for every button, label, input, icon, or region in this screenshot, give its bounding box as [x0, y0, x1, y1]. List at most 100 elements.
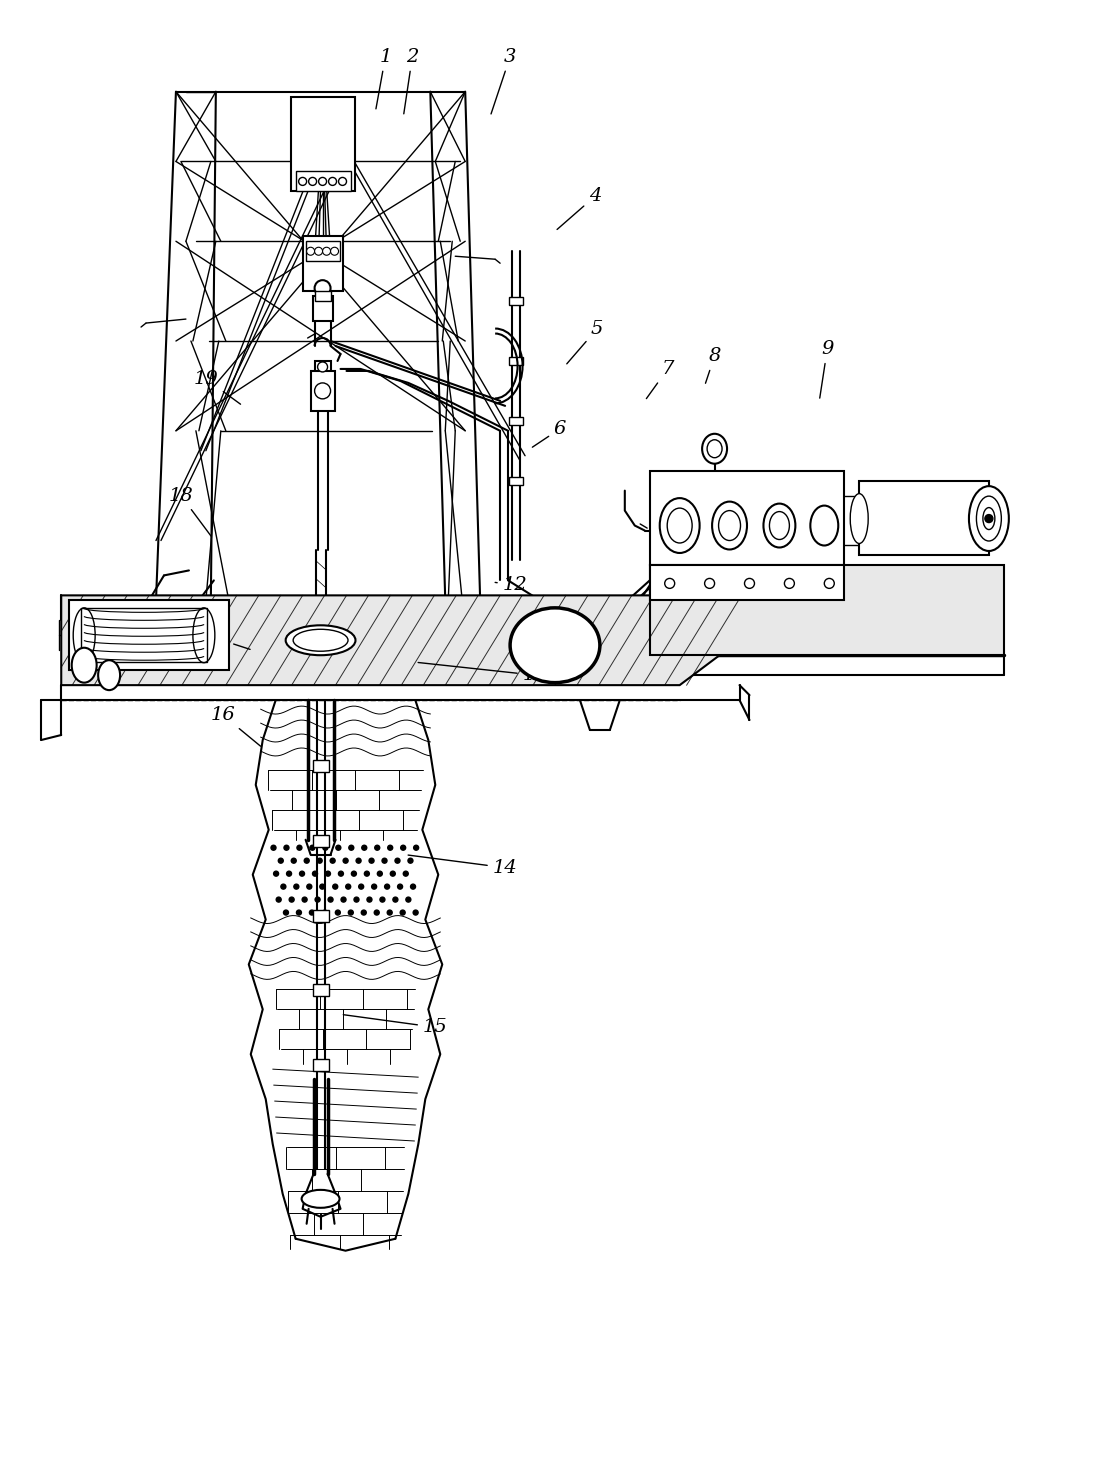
Circle shape: [304, 858, 309, 863]
Circle shape: [393, 897, 398, 903]
Circle shape: [375, 910, 379, 914]
Ellipse shape: [301, 1190, 340, 1208]
Circle shape: [284, 910, 288, 914]
Ellipse shape: [969, 486, 1009, 551]
Ellipse shape: [98, 659, 120, 691]
Ellipse shape: [719, 511, 741, 541]
Circle shape: [985, 514, 992, 523]
Circle shape: [287, 871, 291, 876]
Ellipse shape: [74, 608, 96, 662]
Circle shape: [310, 910, 314, 914]
Circle shape: [382, 858, 387, 863]
Bar: [311, 370, 334, 411]
Circle shape: [335, 910, 341, 914]
Text: 15: 15: [343, 1015, 447, 1036]
Circle shape: [400, 910, 406, 914]
Bar: [312, 834, 329, 846]
Ellipse shape: [810, 505, 839, 545]
Circle shape: [413, 845, 419, 851]
Circle shape: [785, 578, 795, 588]
Text: 12: 12: [496, 576, 528, 594]
Circle shape: [744, 578, 755, 588]
Ellipse shape: [510, 608, 600, 683]
Ellipse shape: [667, 508, 692, 542]
Circle shape: [323, 247, 331, 255]
Circle shape: [388, 845, 392, 851]
Circle shape: [278, 858, 284, 863]
Bar: [314, 290, 331, 301]
Bar: [312, 760, 329, 772]
Text: 1: 1: [376, 47, 391, 108]
Circle shape: [365, 871, 369, 876]
Text: 7: 7: [646, 360, 674, 399]
Circle shape: [348, 845, 354, 851]
Circle shape: [274, 871, 278, 876]
Bar: [306, 242, 340, 261]
Circle shape: [367, 897, 371, 903]
Bar: [509, 357, 523, 365]
Circle shape: [302, 897, 307, 903]
Circle shape: [348, 910, 353, 914]
Circle shape: [271, 845, 276, 851]
Circle shape: [297, 910, 301, 914]
Circle shape: [318, 858, 322, 863]
Circle shape: [338, 871, 343, 876]
Circle shape: [289, 897, 295, 903]
Ellipse shape: [769, 511, 789, 539]
Ellipse shape: [293, 630, 348, 651]
Circle shape: [331, 247, 338, 255]
Text: 8: 8: [706, 347, 721, 384]
Text: 14: 14: [408, 855, 518, 877]
Circle shape: [276, 897, 281, 903]
Bar: [650, 566, 844, 600]
Circle shape: [341, 897, 346, 903]
Circle shape: [362, 910, 366, 914]
Circle shape: [307, 885, 312, 889]
Ellipse shape: [286, 625, 355, 655]
Ellipse shape: [851, 494, 868, 544]
Text: 2: 2: [403, 47, 419, 114]
Text: 16: 16: [210, 705, 260, 747]
Bar: [81, 608, 207, 662]
Circle shape: [358, 885, 364, 889]
Bar: [302, 236, 343, 290]
Circle shape: [320, 885, 325, 889]
Ellipse shape: [659, 498, 700, 553]
Text: 5: 5: [567, 320, 603, 365]
Circle shape: [385, 885, 390, 889]
Circle shape: [406, 897, 411, 903]
Circle shape: [380, 897, 385, 903]
Text: 9: 9: [820, 339, 833, 399]
Circle shape: [315, 897, 320, 903]
Text: 13: 13: [418, 662, 547, 685]
Circle shape: [377, 871, 382, 876]
Circle shape: [322, 910, 328, 914]
Circle shape: [325, 871, 331, 876]
Circle shape: [408, 858, 413, 863]
Circle shape: [329, 178, 336, 185]
Circle shape: [314, 382, 331, 399]
Circle shape: [291, 858, 297, 863]
Circle shape: [312, 871, 318, 876]
Circle shape: [330, 858, 335, 863]
Text: 19: 19: [193, 370, 241, 405]
Bar: [509, 477, 523, 485]
Ellipse shape: [764, 504, 796, 547]
Circle shape: [318, 362, 328, 372]
Circle shape: [398, 885, 402, 889]
Bar: [312, 296, 333, 322]
Circle shape: [323, 845, 328, 851]
Ellipse shape: [983, 508, 995, 529]
Bar: [312, 984, 329, 996]
Circle shape: [371, 885, 377, 889]
Circle shape: [281, 885, 286, 889]
Bar: [296, 172, 351, 191]
Ellipse shape: [976, 496, 1001, 541]
Circle shape: [356, 858, 362, 863]
Ellipse shape: [71, 648, 97, 683]
Bar: [312, 910, 329, 922]
Polygon shape: [62, 596, 740, 685]
Circle shape: [390, 871, 396, 876]
Circle shape: [297, 845, 302, 851]
Circle shape: [352, 871, 356, 876]
